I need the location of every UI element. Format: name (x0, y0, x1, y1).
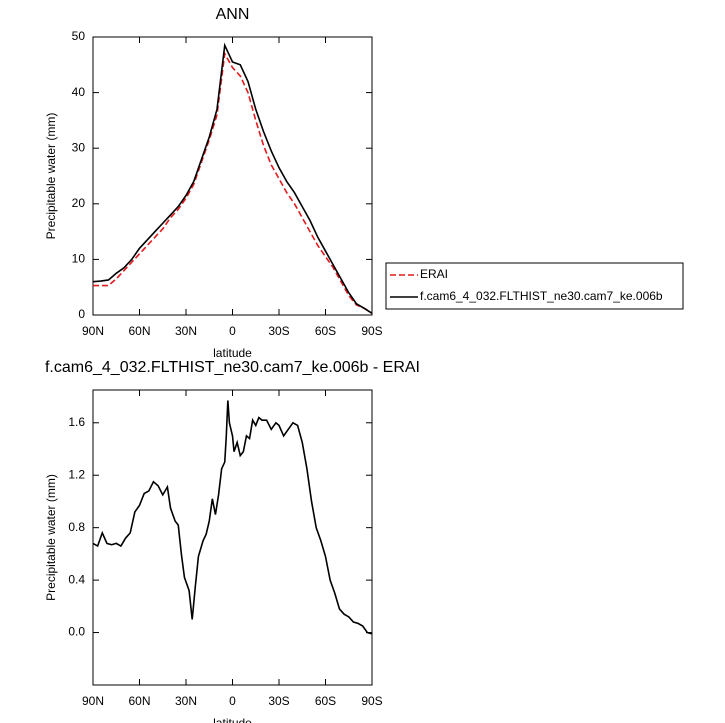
y-tick-label: 0.0 (68, 625, 85, 639)
y-tick-label: 40 (72, 85, 86, 99)
data-line (92, 400, 373, 635)
x-tick-label: 30N (175, 324, 197, 338)
x-tick-label: 30S (268, 694, 289, 708)
x-tick-label: 90S (361, 694, 382, 708)
x-axis-label: latitude (213, 346, 252, 360)
y-axis-label: Precipitable water (mm) (44, 474, 58, 601)
legend-label: ERAI (420, 267, 448, 281)
x-tick-label: 90N (82, 324, 104, 338)
y-tick-label: 1.6 (68, 415, 85, 429)
x-tick-label: 0 (229, 694, 236, 708)
y-axis-label: Precipitable water (mm) (44, 113, 58, 240)
legend-box (385, 262, 684, 310)
y-tick-label: 0.4 (68, 572, 85, 586)
legend-label: f.cam6_4_032.FLTHIST_ne30.cam7_ke.006b (420, 289, 663, 303)
y-tick-label: 10 (72, 252, 86, 266)
data-line (92, 42, 373, 315)
y-tick-label: 0 (78, 307, 85, 321)
chart-title: f.cam6_4_032.FLTHIST_ne30.cam7_ke.006b -… (45, 359, 420, 376)
x-tick-label: 60N (128, 694, 150, 708)
x-tick-label: 30S (268, 324, 289, 338)
x-tick-label: 0 (229, 324, 236, 338)
chart-title: ANN (216, 6, 250, 23)
x-tick-label: 30N (175, 694, 197, 708)
x-tick-label: 60N (128, 324, 150, 338)
y-tick-label: 1.2 (68, 467, 85, 481)
data-line (93, 51, 373, 315)
x-tick-label: 90S (361, 324, 382, 338)
y-tick-label: 0.8 (68, 520, 85, 534)
x-tick-label: 60S (315, 324, 336, 338)
y-tick-label: 50 (72, 29, 86, 43)
plot-frame (92, 36, 373, 316)
y-tick-label: 20 (72, 196, 86, 210)
x-axis-label: latitude (213, 716, 252, 723)
x-tick-label: 60S (315, 694, 336, 708)
y-tick-label: 30 (72, 140, 86, 154)
x-tick-label: 90N (82, 694, 104, 708)
